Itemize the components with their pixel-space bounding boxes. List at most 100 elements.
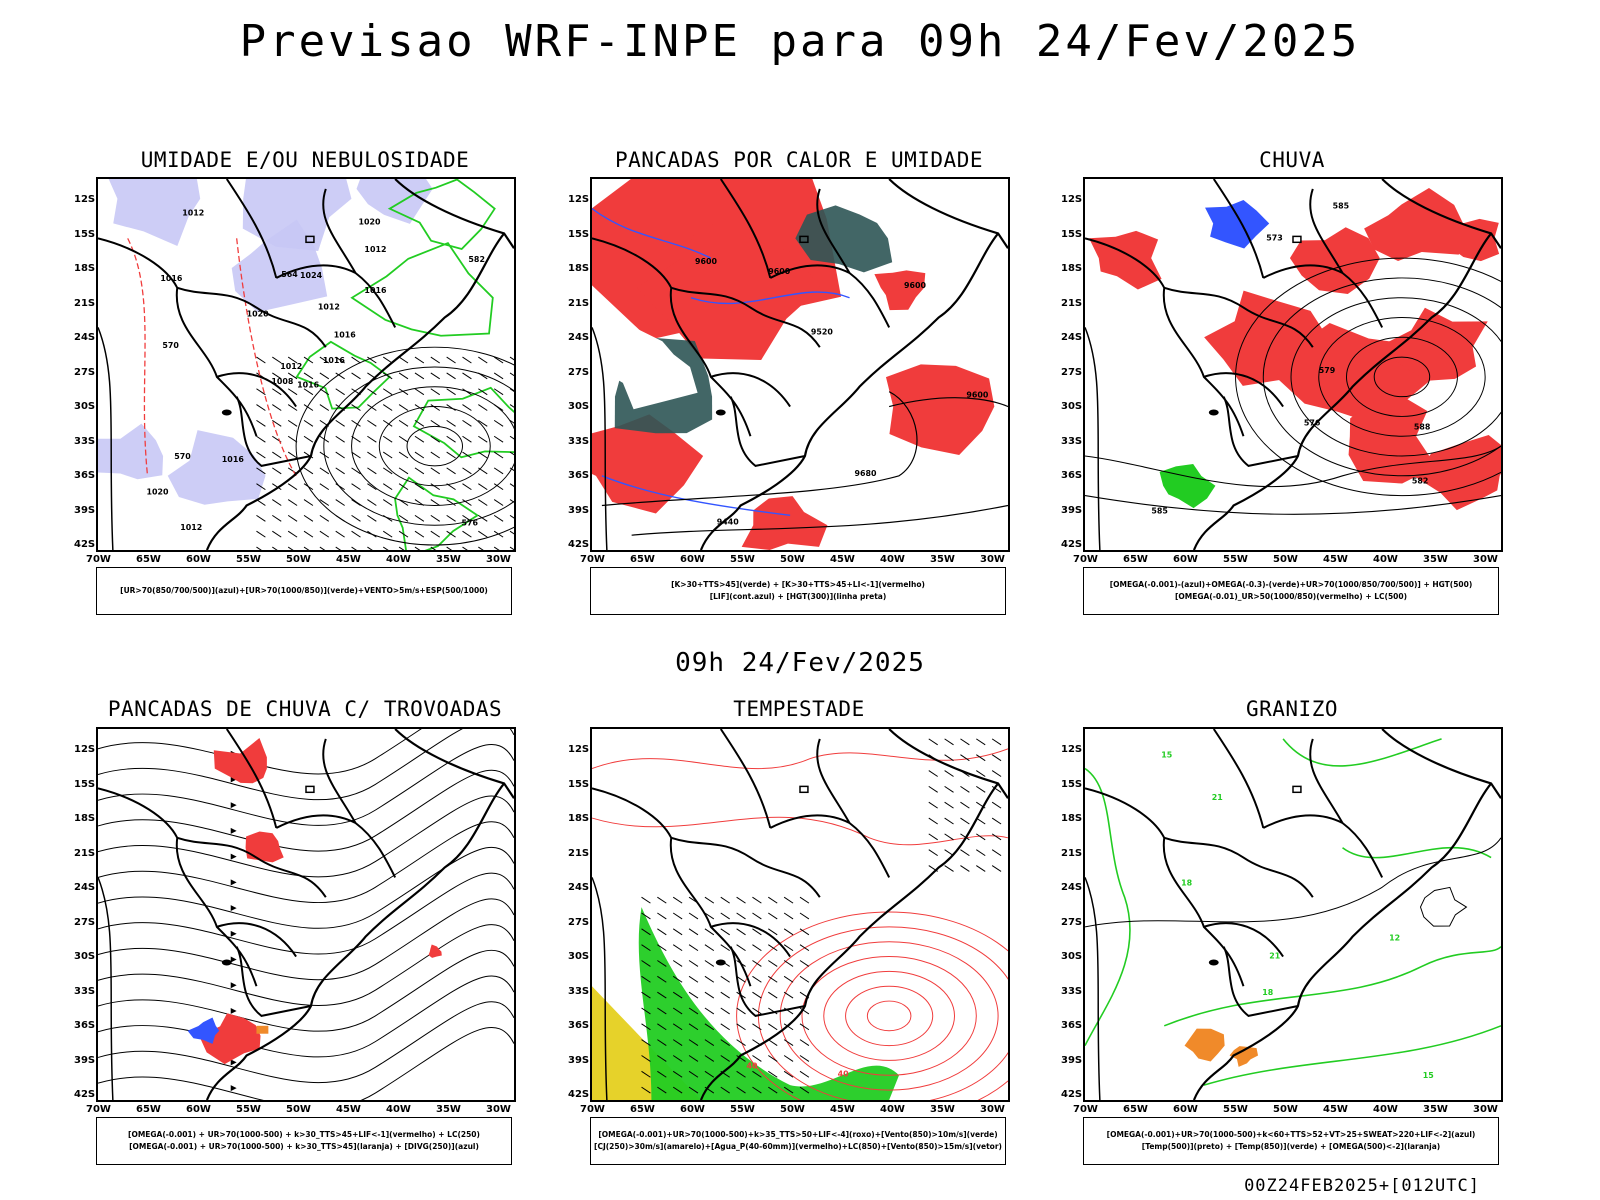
- wind-vector: [509, 499, 514, 503]
- wind-vector: [688, 1070, 699, 1078]
- west-coast-path: [1085, 327, 1101, 550]
- wind-vector: [493, 404, 504, 411]
- contour-label: 1016: [297, 381, 320, 390]
- precip-water-contour: [736, 911, 1008, 1100]
- low-level-humidity: [412, 386, 514, 459]
- wind-vector: [462, 419, 472, 427]
- longitude-tick: 40W: [1373, 1104, 1398, 1115]
- latitude-tick: 39S: [568, 504, 590, 516]
- wind-vector: [367, 467, 377, 475]
- wind-vector: [704, 960, 715, 967]
- contour-line: [1235, 257, 1501, 497]
- wind-vector: [398, 388, 409, 396]
- legend-box: [OMEGA(-0.001)+UR>70(1000-500)+k<60+TTS>…: [1083, 1117, 1499, 1165]
- low-level-humidity: [387, 179, 496, 250]
- wind-vector: [944, 738, 954, 746]
- wind-vector: [736, 912, 746, 920]
- latitude-tick: 18S: [74, 813, 96, 824]
- wind-vector: [478, 388, 488, 396]
- contour-label: 1008: [271, 377, 294, 386]
- wind-vectors: [256, 356, 514, 550]
- west-coast-path: [592, 877, 608, 1100]
- wind-vector: [462, 546, 468, 550]
- contour-label: 1016: [222, 455, 245, 464]
- contour-label: 18: [1262, 988, 1274, 997]
- wind-vector: [414, 435, 425, 443]
- wind-vector: [991, 738, 1002, 746]
- wind-vector: [493, 514, 504, 522]
- contour-label: 21: [1212, 793, 1223, 802]
- wind-vector: [736, 975, 746, 983]
- temp-850-line: [1163, 738, 1501, 1086]
- streamline-arrow: [230, 853, 237, 860]
- wind-vector: [704, 1039, 715, 1046]
- lake-marker: [305, 785, 315, 794]
- wind-vector: [736, 1055, 746, 1062]
- streamline: [98, 744, 514, 826]
- wind-vector: [944, 754, 954, 762]
- latitude-tick: 15S: [74, 778, 96, 790]
- wind-vector: [493, 356, 504, 364]
- latitude-tick: 33S: [568, 435, 590, 447]
- wind-vector: [657, 1039, 667, 1046]
- streamline: [98, 1026, 514, 1100]
- wind-vector: [768, 944, 778, 952]
- wind-vector: [478, 483, 488, 491]
- longitude-tick: 65W: [1123, 554, 1148, 565]
- latitude-tick: 27S: [74, 366, 96, 378]
- wind-vector: [783, 896, 794, 904]
- longitude-tick: 70W: [580, 1104, 605, 1115]
- temp-850-line: [1085, 767, 1131, 1046]
- wind-vector: [752, 944, 762, 952]
- west-coast-path: [1085, 877, 1101, 1100]
- wind-vector: [272, 546, 278, 550]
- wind-vector: [960, 738, 970, 746]
- wind-vector: [720, 991, 730, 999]
- longitude-tick: 65W: [136, 1104, 161, 1115]
- wind-vector: [768, 1023, 778, 1031]
- wind-vector: [382, 419, 393, 427]
- legend-line: [UR>70(850/700/500)](azul)+[UR>70(1000/8…: [120, 586, 488, 595]
- latitude-tick: 24S: [74, 332, 96, 343]
- wind-vector: [672, 1055, 683, 1062]
- longitude-tick: 45W: [830, 1104, 855, 1115]
- wind-vector: [430, 530, 440, 538]
- rain-area: [1448, 218, 1500, 262]
- longitude-tick: 30W: [486, 1104, 511, 1115]
- longitude-tick: 30W: [1473, 1104, 1498, 1115]
- wind-vector: [382, 514, 393, 522]
- wind-vector: [382, 483, 393, 491]
- wind-vector: [446, 546, 452, 550]
- wind-vector: [303, 546, 310, 550]
- humidity-area: [231, 219, 328, 313]
- wind-vector: [303, 356, 314, 364]
- low-level-humidity: [350, 242, 494, 337]
- wind-vector: [478, 499, 488, 506]
- convective-area: [636, 220, 821, 360]
- thunder-area: [428, 944, 442, 958]
- wind-vector: [799, 912, 810, 920]
- lake-marker: [1292, 785, 1302, 794]
- wind-vector: [768, 928, 778, 936]
- wind-vector: [944, 865, 954, 872]
- wind-vector: [688, 1007, 699, 1015]
- border-path: [592, 729, 891, 1017]
- wind-vector: [768, 912, 778, 920]
- wind-vector: [351, 499, 361, 506]
- contour-label: 18: [1181, 878, 1193, 887]
- coastline: [592, 729, 1008, 1100]
- wind-vector: [960, 785, 970, 793]
- latitude-tick: 12S: [74, 194, 96, 205]
- wind-vector: [287, 483, 298, 491]
- latitude-tick: 33S: [568, 985, 590, 997]
- latitude-tick: 15S: [568, 228, 590, 240]
- wind-vector: [398, 404, 409, 411]
- wind-vector: [688, 912, 699, 920]
- lagoon: [715, 409, 726, 416]
- panel-title: PANCADAS POR CALOR E UMIDADE: [614, 148, 983, 172]
- wind-vector: [367, 530, 377, 538]
- latitude-tick: 36S: [74, 470, 96, 481]
- contour-label: 582: [468, 255, 485, 264]
- wind-vector: [335, 499, 345, 506]
- contour-label: 1016: [323, 356, 346, 365]
